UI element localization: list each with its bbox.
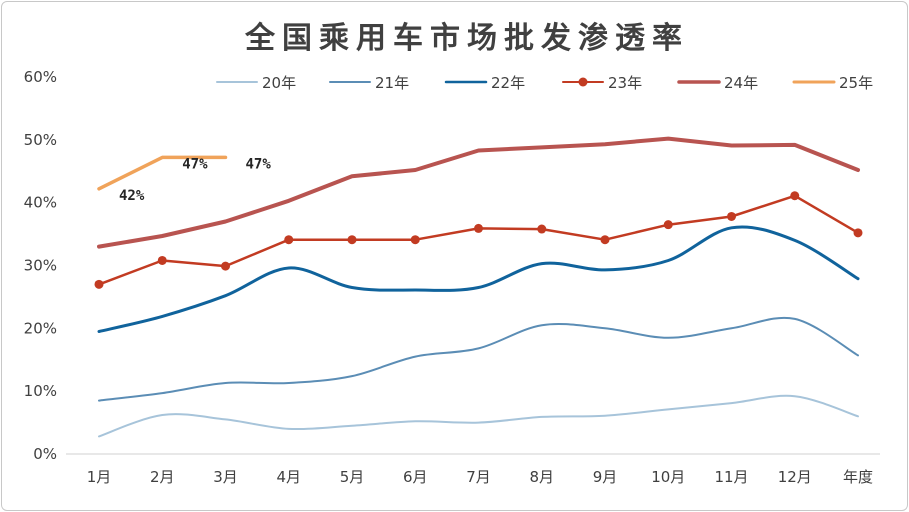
series-line-25年 — [97, 155, 228, 191]
y-tick-label: 60% — [24, 68, 57, 86]
legend-label-20年: 20年 — [262, 74, 296, 92]
y-tick-label: 20% — [24, 319, 57, 337]
legend-label-21年: 21年 — [375, 74, 409, 92]
data-point-23年 — [284, 235, 294, 245]
series-line-22年 — [97, 225, 860, 333]
y-tick-label: 10% — [24, 382, 57, 400]
plot-area — [94, 136, 863, 438]
legend-marker-23年 — [578, 77, 588, 87]
y-axis: 0% 10% 20% 30% 40% 50% 60% — [24, 68, 57, 463]
data-label-25年: 47% — [182, 156, 208, 172]
x-tick-label: 10月 — [651, 468, 685, 486]
data-point-23年 — [727, 211, 736, 221]
x-tick-label: 7月 — [466, 468, 491, 486]
legend: 20年 21年 22年 23年 24年 25年 — [216, 74, 873, 92]
legend-label-22年: 22年 — [491, 74, 525, 92]
data-label-25年: 42% — [119, 188, 145, 204]
chart-title: 全国乘用车市场批发渗透率 — [244, 21, 689, 56]
data-point-23年 — [410, 235, 420, 245]
series-line-21年 — [98, 316, 859, 402]
series-line-24年 — [97, 136, 860, 249]
data-point-23年 — [474, 223, 483, 233]
x-tick-label: 2月 — [150, 468, 175, 486]
data-point-23年 — [157, 255, 167, 265]
data-point-23年 — [347, 235, 357, 245]
x-tick-label: 8月 — [529, 468, 554, 486]
y-tick-label: 30% — [24, 257, 57, 275]
x-tick-label: 5月 — [340, 468, 365, 486]
data-point-23年 — [853, 228, 863, 238]
x-tick-label: 11月 — [714, 468, 748, 486]
legend-label-24年: 24年 — [724, 74, 758, 92]
data-point-23年 — [663, 220, 673, 230]
x-tick-label: 1月 — [87, 468, 112, 486]
legend-label-23年: 23年 — [608, 74, 642, 92]
series-line-23年 — [97, 194, 860, 286]
data-point-23年 — [537, 224, 547, 234]
legend-label-25年: 25年 — [839, 74, 873, 92]
x-tick-label: 6月 — [403, 468, 428, 486]
data-point-23年 — [221, 261, 230, 271]
series-line-20年 — [98, 394, 859, 438]
x-tick-label: 年度 — [843, 468, 873, 486]
data-point-23年 — [600, 235, 610, 245]
y-tick-label: 50% — [24, 131, 57, 149]
x-tick-label: 9月 — [593, 468, 618, 486]
x-tick-label: 4月 — [276, 468, 301, 486]
y-tick-label: 0% — [33, 445, 57, 463]
data-label-25年: 47% — [246, 156, 272, 172]
data-point-23年 — [94, 279, 104, 289]
x-tick-label: 3月 — [213, 468, 238, 486]
data-point-23年 — [790, 191, 800, 201]
x-axis: 1月 2月 3月 4月 5月 6月 7月 8月 9月 10月 11月 12月 年度 — [66, 453, 880, 486]
y-tick-label: 40% — [24, 194, 57, 212]
data-labels: 42% 47% 47% — [119, 156, 271, 203]
x-tick-label: 12月 — [778, 468, 812, 486]
